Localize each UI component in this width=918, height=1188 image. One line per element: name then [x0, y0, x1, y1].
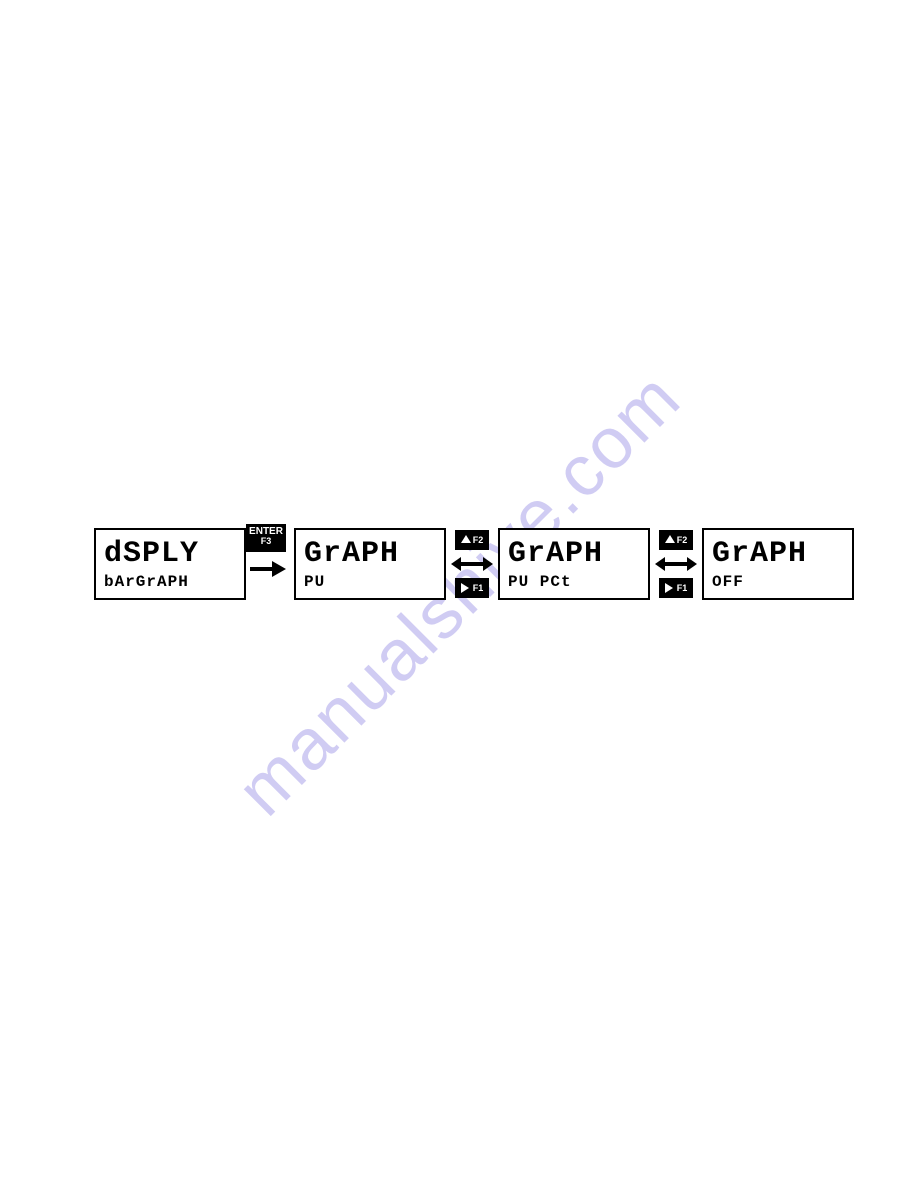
arrow-up-icon — [665, 535, 675, 545]
arrow-left-right-icon — [451, 554, 493, 574]
lcd-subtitle: PU PCt — [508, 573, 640, 591]
enter-key: ENTER F3 — [246, 524, 286, 552]
lcd-title: GrAPH — [712, 539, 844, 569]
key-right-f1: F1 — [659, 578, 693, 598]
key-label: F2 — [677, 535, 688, 545]
lcd-subtitle: bArGrAPH — [104, 573, 236, 591]
arrow-up-icon — [461, 535, 471, 545]
arrow-right-icon — [665, 583, 675, 593]
connector-bidirectional-2: F2 F1 — [654, 516, 698, 612]
lcd-title: GrAPH — [304, 539, 436, 569]
lcd-box-graph-off: GrAPH OFF — [702, 528, 854, 600]
key-up-f2: F2 — [455, 530, 489, 550]
arrow-left-right-icon — [655, 554, 697, 574]
connector-enter: ENTER F3 — [246, 528, 290, 600]
key-label: F2 — [473, 535, 484, 545]
arrow-right-icon — [248, 558, 286, 580]
lcd-title: dSPLY — [104, 539, 236, 569]
lcd-subtitle: PU — [304, 573, 436, 591]
key-right-f1: F1 — [455, 578, 489, 598]
lcd-title: GrAPH — [508, 539, 640, 569]
lcd-subtitle: OFF — [712, 573, 844, 591]
key-label: F1 — [473, 583, 484, 593]
key-up-f2: F2 — [659, 530, 693, 550]
key-label: F1 — [677, 583, 688, 593]
enter-key-sub: F3 — [246, 537, 286, 547]
connector-bidirectional-1: F2 F1 — [450, 516, 494, 612]
lcd-box-graph-pu: GrAPH PU — [294, 528, 446, 600]
arrow-right-icon — [461, 583, 471, 593]
lcd-box-graph-pu-pct: GrAPH PU PCt — [498, 528, 650, 600]
lcd-box-dsply: dSPLY bArGrAPH — [94, 528, 246, 600]
menu-flow-diagram: dSPLY bArGrAPH ENTER F3 GrAPH PU F2 F1 — [94, 516, 854, 612]
